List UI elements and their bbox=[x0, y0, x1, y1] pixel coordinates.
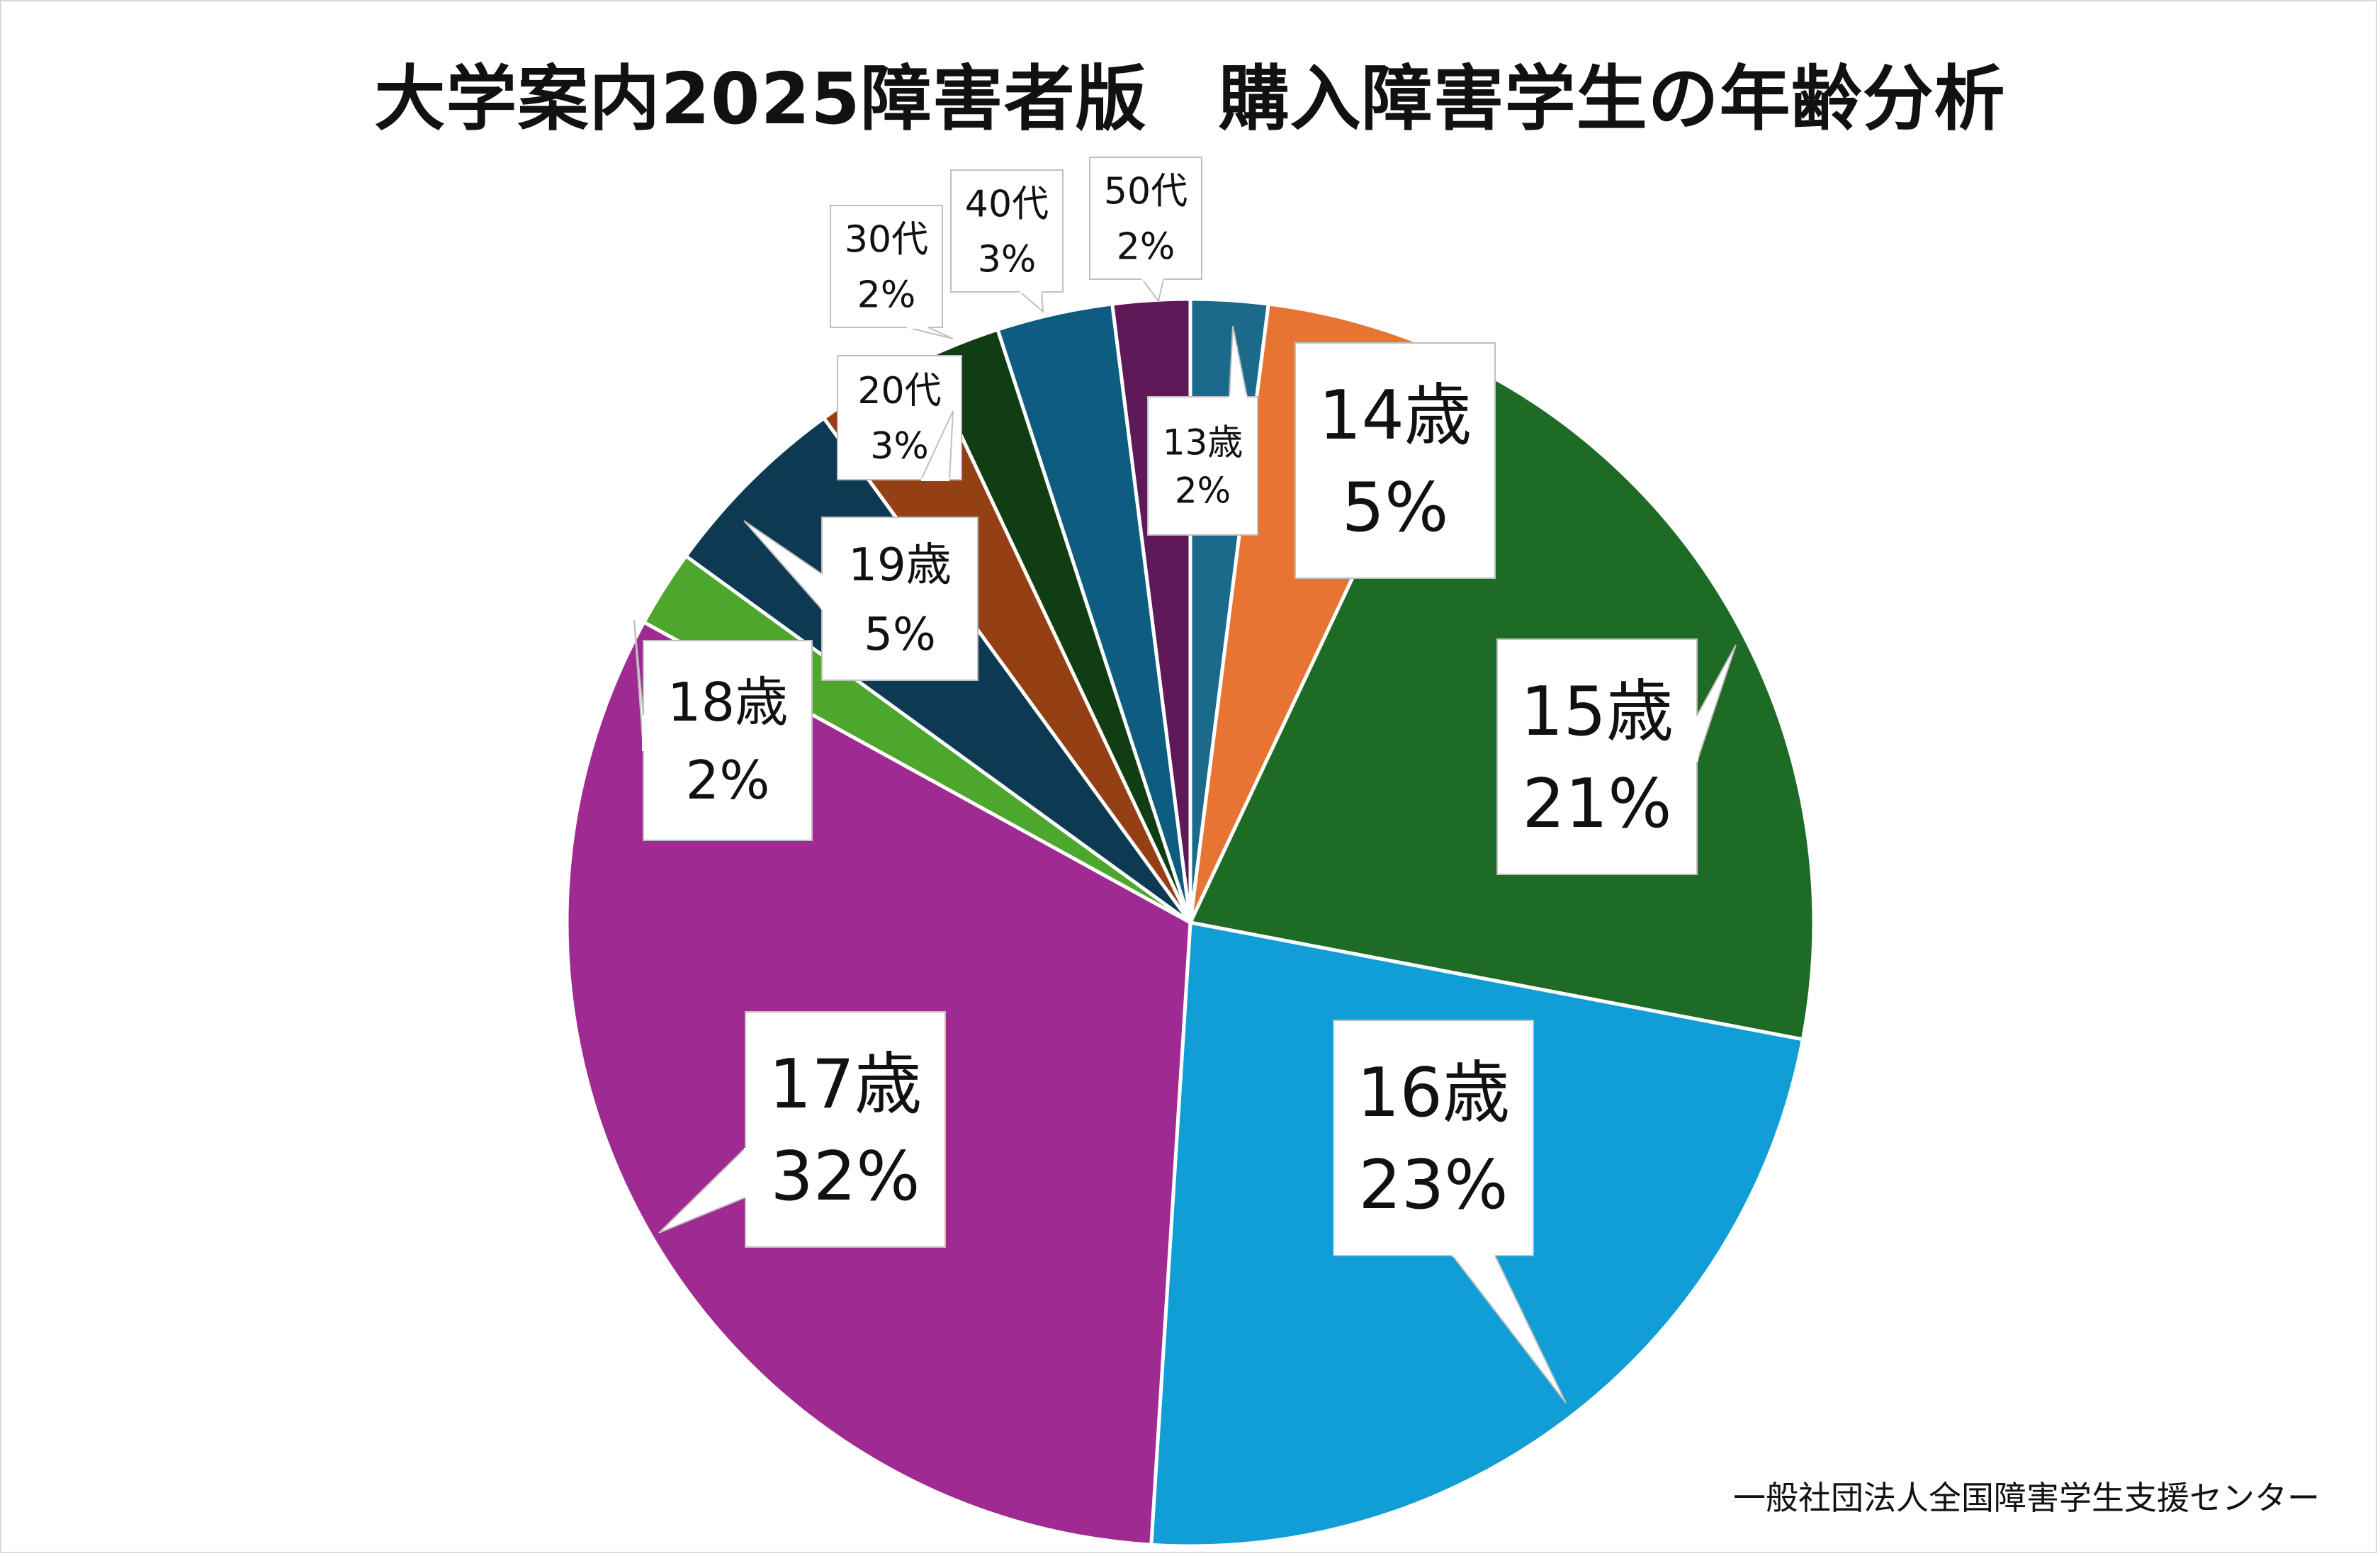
slice-percent-text: 23% bbox=[1358, 1146, 1508, 1224]
label-pointer bbox=[906, 327, 954, 339]
source-credit: 一般社団法人全国障害学生支援センター bbox=[1733, 1479, 2320, 1517]
label-box bbox=[1295, 342, 1496, 579]
label-box bbox=[830, 205, 943, 328]
label-box bbox=[1089, 157, 1202, 280]
slice-percent-text: 2% bbox=[1175, 470, 1231, 512]
label-box bbox=[1147, 396, 1258, 536]
slice-percent-text: 5% bbox=[1342, 469, 1449, 547]
chart-title: 大学案内2025障害者版 購入障害学生の年齢分析 bbox=[374, 57, 2006, 140]
slice-percent-text: 32% bbox=[770, 1138, 920, 1216]
label-box bbox=[1333, 1020, 1534, 1256]
labels-layer: 13歳2%14歳5%15歳21%16歳23%17歳32%18歳2%19歳5%20… bbox=[633, 157, 1737, 1404]
label-box bbox=[1496, 638, 1698, 875]
slice-percent-text: 2% bbox=[857, 274, 916, 317]
label-box bbox=[745, 1011, 946, 1248]
slice-label-text: 17歳 bbox=[769, 1046, 922, 1124]
slice-label-text: 50代 bbox=[1104, 171, 1188, 213]
label-box bbox=[950, 169, 1064, 293]
slice-label-text: 16歳 bbox=[1357, 1054, 1510, 1132]
label-pointer bbox=[1018, 291, 1044, 314]
slice-percent-text: 3% bbox=[978, 239, 1037, 281]
slice-label-text: 13歳 bbox=[1163, 422, 1243, 463]
slice-label-text: 20代 bbox=[857, 370, 941, 412]
slice-percent-text: 2% bbox=[686, 749, 770, 811]
slice-label-text: 14歳 bbox=[1319, 377, 1472, 455]
slice-percent-text: 5% bbox=[864, 609, 936, 661]
slice-label-text: 15歳 bbox=[1521, 673, 1674, 751]
slice-percent-text: 3% bbox=[870, 425, 929, 468]
label-pointer bbox=[1141, 278, 1165, 303]
slice-percent-text: 21% bbox=[1522, 765, 1671, 843]
slice-label-text: 19歳 bbox=[848, 539, 951, 592]
label-box bbox=[821, 517, 978, 681]
slice-label-text: 30代 bbox=[845, 219, 928, 261]
slice-label-text: 40代 bbox=[965, 184, 1049, 226]
slice-percent-text: 2% bbox=[1117, 226, 1175, 269]
slice-label-text: 18歳 bbox=[667, 671, 788, 733]
label-box bbox=[643, 640, 813, 841]
